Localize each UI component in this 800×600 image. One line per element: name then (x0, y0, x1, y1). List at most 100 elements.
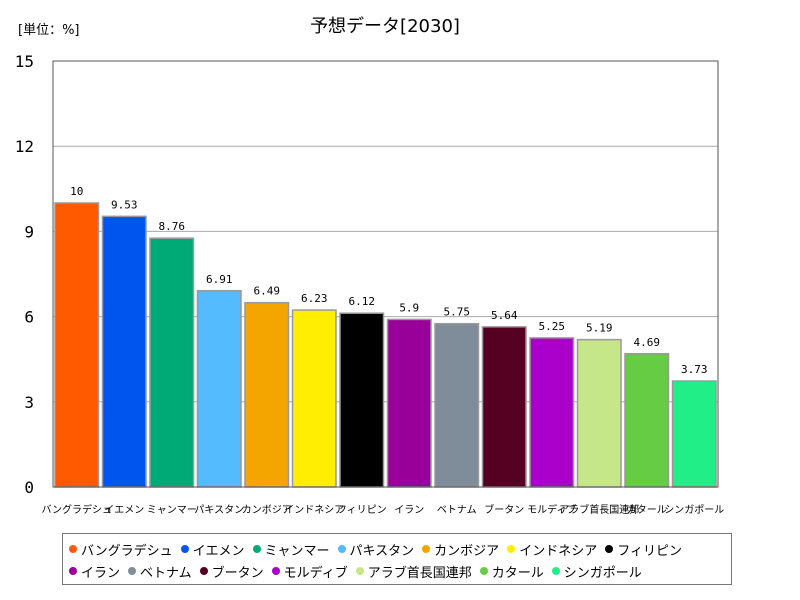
value-label: 5.64 (491, 309, 518, 322)
bar (291, 309, 337, 488)
bar (101, 215, 147, 488)
legend-swatch (180, 545, 189, 553)
x-tick-label: ブータン (484, 503, 524, 516)
legend-label: シンガポール (563, 565, 642, 581)
bar (244, 301, 290, 488)
legend-label: イラン (81, 565, 121, 581)
x-tick-label: イラン (394, 504, 424, 516)
bar (434, 322, 480, 488)
bar (671, 380, 717, 488)
legend-label: フィリピン (617, 543, 682, 559)
value-labels: 10 9.53 8.76 6.91 6.49 6.23 6.12 5.9 5.75 5.64 5.2… (70, 185, 707, 376)
legend-swatch (337, 545, 346, 553)
value-label: 6.23 (301, 292, 328, 305)
y-tick-label: 6 (24, 308, 34, 327)
legend-label: カンボジア (434, 543, 500, 559)
legend-label: ベトナム (140, 565, 192, 581)
legend-row: バングラデシュ イエメン ミャンマー パキスタン カンボジア インドネシア フィリピン (69, 538, 725, 560)
x-tick-label: モルディブ (527, 503, 576, 516)
x-tick-label: パキスタン (194, 504, 244, 516)
x-tick-label: インドネシア (284, 504, 344, 516)
legend-swatch (199, 567, 208, 575)
bar (339, 312, 385, 488)
value-label: 8.76 (159, 220, 186, 233)
legend-swatch (128, 567, 137, 575)
bar (624, 353, 670, 488)
legend-swatch (69, 567, 77, 575)
value-label: 6.12 (349, 295, 376, 308)
legend-swatch (507, 545, 516, 553)
bar (196, 290, 242, 488)
legend-swatch (422, 545, 431, 553)
legend-label: バングラデシュ (81, 543, 173, 559)
legend-row: イラン ベトナム ブータン モルディブ アラブ首長国連邦 カタール シンガポール (69, 560, 725, 582)
legend-item: モルディブ (271, 562, 348, 581)
x-tick-label: ミャンマー (147, 505, 197, 516)
x-tick-label: イエメン (104, 505, 144, 516)
x-tick-label: バングラデシュ (42, 503, 113, 516)
y-axis: 0 3 6 9 12 15 (15, 52, 34, 497)
legend-label: ミャンマー (264, 543, 330, 559)
legend-item: ブータン (199, 562, 264, 581)
value-label: 6.49 (254, 285, 281, 298)
legend-label: モルディブ (283, 565, 348, 581)
chart-title: 予想データ[2030] (310, 16, 460, 37)
bar (149, 237, 195, 488)
value-label: 4.69 (634, 336, 661, 349)
value-label: 10 (70, 185, 83, 198)
x-tick-label: カタール (627, 504, 667, 516)
legend-swatch (355, 567, 364, 575)
y-tick-label: 12 (15, 137, 34, 156)
bar (386, 318, 432, 488)
legend-label: カタール (491, 565, 544, 581)
legend-item: パキスタン (337, 540, 415, 559)
legend-item: バングラデシュ (69, 540, 173, 559)
legend-label: アラブ首長国連邦 (367, 565, 472, 581)
legend-label: ブータン (211, 565, 264, 581)
legend-swatch (69, 545, 77, 553)
y-tick-label: 9 (24, 222, 34, 241)
value-label: 3.73 (681, 363, 708, 376)
legend-label: イエメン (192, 543, 245, 559)
legend-swatch (271, 567, 280, 575)
legend-item: インドネシア (507, 540, 597, 559)
x-tick-label: カンボジア (242, 504, 292, 516)
value-label: 5.75 (444, 306, 471, 319)
legend-item: フィリピン (605, 540, 682, 559)
value-label: 5.25 (539, 320, 566, 333)
legend-item: イラン (69, 562, 120, 581)
y-tick-label: 3 (24, 393, 34, 412)
x-tick-label: フィリピン (337, 504, 387, 516)
bar (54, 202, 100, 488)
legend-label: インドネシア (519, 543, 598, 559)
legend-item: ベトナム (128, 562, 192, 581)
legend: バングラデシュ イエメン ミャンマー パキスタン カンボジア インドネシア フィリピン イラ… (62, 533, 732, 585)
legend-swatch (551, 567, 560, 575)
legend-swatch (605, 545, 614, 553)
value-label: 5.9 (399, 301, 419, 314)
bar (481, 326, 527, 488)
x-tick-label: ベトナム (437, 504, 477, 516)
value-label: 5.19 (586, 322, 613, 335)
legend-swatch (252, 545, 261, 553)
y-tick-label: 15 (15, 52, 34, 71)
legend-label: パキスタン (349, 543, 415, 559)
bar (576, 338, 622, 488)
bar (529, 337, 575, 488)
y-tick-label: 0 (24, 478, 34, 497)
bar-chart: [単位：%] 予想データ[2030] 10 9.53 8.76 6.91 6.49 6.2… (15, 16, 725, 516)
legend-swatch (479, 567, 488, 575)
legend-item: ミャンマー (252, 540, 330, 559)
legend-item: シンガポール (551, 562, 642, 581)
plot-frame (52, 60, 719, 488)
value-label: 9.53 (111, 198, 138, 211)
legend-item: カタール (479, 562, 544, 581)
x-tick-label: シンガポール (664, 504, 724, 516)
x-tick-label: アラブ首長国連邦 (559, 503, 639, 516)
legend-item: イエメン (180, 540, 245, 559)
unit-label: [単位：%] (18, 22, 80, 38)
bars (54, 202, 717, 488)
legend-item: アラブ首長国連邦 (355, 562, 472, 581)
legend-item: カンボジア (422, 540, 499, 559)
